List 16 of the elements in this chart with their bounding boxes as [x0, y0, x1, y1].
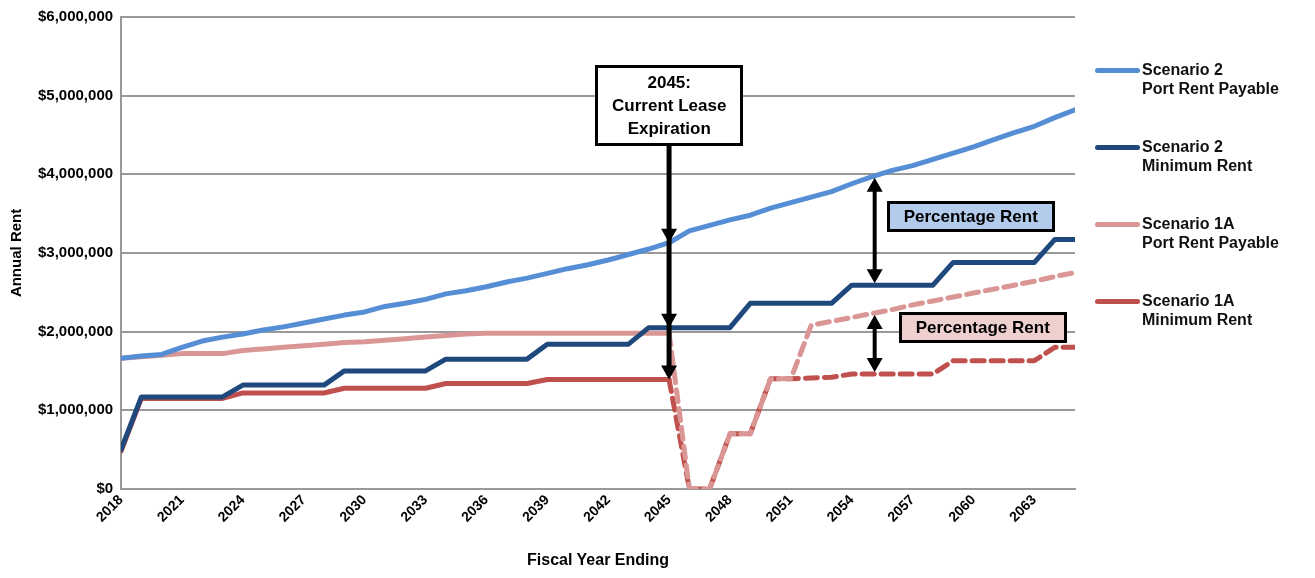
- y-tick-label: $1,000,000: [38, 400, 114, 418]
- legend-label: Scenario 2 Port Rent Payable: [1142, 60, 1279, 98]
- y-tick-label: $2,000,000: [38, 321, 114, 339]
- legend-label: Scenario 1A Minimum Rent: [1142, 291, 1253, 329]
- legend-label: Scenario 2 Minimum Rent: [1142, 137, 1253, 175]
- y-tick-label: $3,000,000: [38, 243, 114, 261]
- y-axis-title: Annual Rent: [7, 208, 25, 298]
- y-tick-label: $5,000,000: [38, 85, 114, 103]
- annotation: 2045: Current Lease Expiration: [595, 65, 744, 146]
- x-axis-title: Fiscal Year Ending: [527, 550, 670, 568]
- y-tick-label: $0: [96, 479, 114, 497]
- annotation: Percentage Rent: [898, 311, 1067, 343]
- y-tick-label: $6,000,000: [38, 7, 114, 25]
- annotation: Percentage Rent: [886, 201, 1055, 233]
- legend-label: Scenario 1A Port Rent Payable: [1142, 214, 1279, 252]
- y-tick-label: $4,000,000: [38, 164, 114, 182]
